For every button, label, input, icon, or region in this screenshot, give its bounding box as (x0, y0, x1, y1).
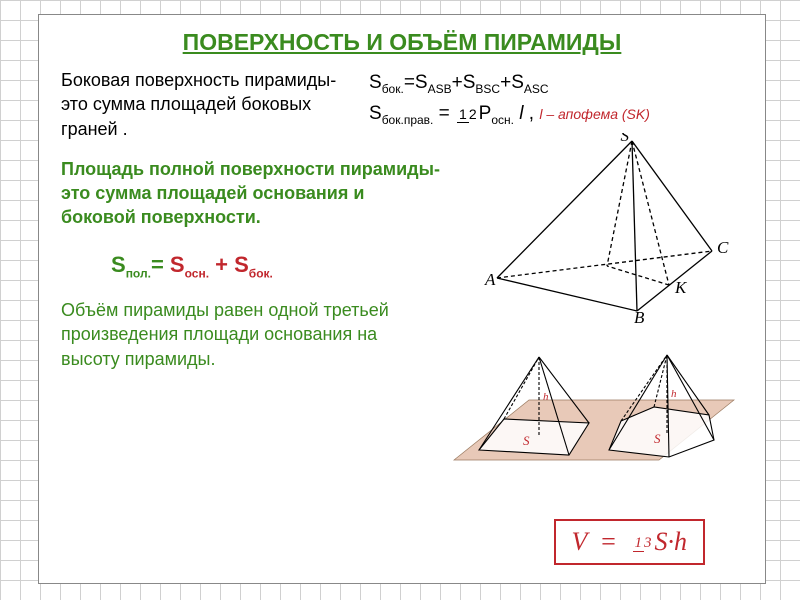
svg-text:h: h (671, 388, 677, 400)
page-title: ПОВЕРХНОСТЬ И ОБЪЁМ ПИРАМИДЫ (61, 29, 743, 56)
pyramids-on-plane-figure: h S h S (449, 345, 739, 485)
svg-text:A: A (484, 270, 496, 289)
formula-bok: Sбок.=SASB+SBSC+SASC (369, 68, 743, 99)
formulas-block: Sбок.=SASB+SBSC+SASC Sбок.прав. = 12Pосн… (369, 68, 743, 141)
svg-text:B: B (634, 308, 645, 323)
volume-formula: V = 13S·h (554, 519, 705, 565)
lateral-desc: Боковая поверхность пирамиды- это сумма … (61, 68, 351, 141)
svg-text:h: h (543, 391, 549, 403)
volume-desc: Объём пирамиды равен одной третьей произ… (61, 298, 421, 371)
svg-text:S: S (523, 433, 530, 448)
full-surface-desc: Площадь полной поверхности пирамиды- это… (61, 157, 441, 230)
svg-text:S: S (621, 133, 630, 145)
svg-text:S: S (654, 431, 661, 446)
svg-text:C: C (717, 238, 729, 257)
svg-text:K: K (674, 278, 688, 297)
formula-bok-prav: Sбок.прав. = 12Pосн. l , l – апофема (SK… (369, 99, 743, 130)
triangular-pyramid-figure: S A B C K (477, 133, 747, 323)
